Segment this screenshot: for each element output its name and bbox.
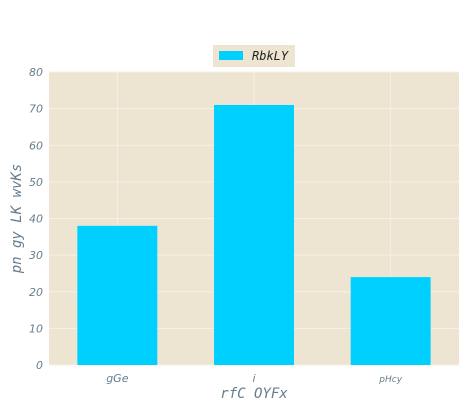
bars xyxy=(77,104,431,366)
y-tick-label: 0 xyxy=(36,359,43,372)
y-tick-label: 50 xyxy=(29,176,43,189)
legend-box xyxy=(213,45,295,67)
legend-swatch xyxy=(219,51,243,60)
y-axis-ticks: 0 10 20 30 40 50 60 70 80 xyxy=(29,66,43,372)
y-axis-label: pn gy LK wvKs xyxy=(9,164,25,275)
y-tick-label: 70 xyxy=(29,103,43,116)
y-tick-label: 20 xyxy=(29,286,43,299)
x-tick-label: i xyxy=(252,372,255,385)
y-tick-label: 60 xyxy=(29,139,43,152)
bar xyxy=(214,104,294,366)
x-axis-ticks: gGe i pHcy xyxy=(106,372,403,385)
x-axis-label: rfC OYFx xyxy=(220,386,288,402)
x-tick-label: gGe xyxy=(106,372,129,385)
bar xyxy=(350,277,431,365)
x-tick-label: pHcy xyxy=(378,375,402,385)
bar xyxy=(77,225,158,365)
y-tick-label: 80 xyxy=(29,66,43,79)
y-tick-label: 40 xyxy=(29,213,43,226)
legend-label: RbkLY xyxy=(252,49,289,63)
y-tick-label: 10 xyxy=(29,322,43,335)
y-tick-label: 30 xyxy=(29,249,43,262)
legend: RbkLY xyxy=(213,45,295,67)
